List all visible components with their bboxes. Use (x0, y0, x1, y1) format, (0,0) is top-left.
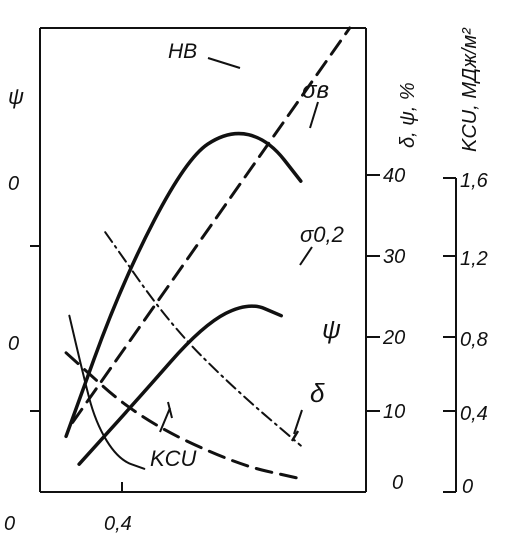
label-kcu: KCU (150, 446, 197, 471)
series-line-kcu (68, 314, 146, 470)
axis-delta-psi: δ, ψ, % 40 30 20 10 0 (366, 82, 419, 494)
tick-kcu-0-4: 0,4 (443, 403, 488, 425)
label-hb: HB (168, 40, 197, 63)
tick-delta-30: 30 (366, 246, 405, 268)
sigma-02-leader (299, 246, 313, 266)
series-line-psi (104, 231, 302, 447)
plot-frame (39, 27, 457, 493)
hb-leader (207, 57, 241, 69)
axis-x: 0 0,4 (4, 482, 132, 535)
tick-kcu-1-6: 1,6 (443, 170, 489, 192)
tick-label-delta-10: 10 (383, 401, 405, 423)
axis-kcu-title: KCU, МДж/м² (459, 27, 481, 152)
series-labels: HB σв σ0,2 ψ δ KCU (150, 40, 344, 471)
label-psi: ψ (322, 314, 341, 344)
tick-label-kcu-0-4: 0,4 (460, 403, 488, 425)
left-axis-top-label: ψ (8, 84, 24, 109)
tick-label-delta-0: 0 (392, 472, 403, 494)
label-sigma-02: σ0,2 (300, 222, 344, 247)
tick-label-delta-30: 30 (383, 246, 405, 268)
end-caps (167, 401, 300, 442)
tick-label-kcu-0-8: 0,8 (460, 329, 488, 351)
axis-delta-psi-title: δ, ψ, % (397, 82, 419, 148)
x-tick-label-0: 0 (4, 513, 15, 535)
series-line-hb (71, 26, 352, 424)
series-line-sigma-b (64, 131, 303, 439)
label-delta: δ (310, 378, 325, 408)
tick-delta-40: 40 (366, 165, 405, 187)
tick-kcu-0: 0 (443, 476, 473, 498)
sigma-b-leader (309, 101, 319, 129)
left-tick-label-lower: 0 (8, 333, 19, 355)
tick-label-delta-40: 40 (383, 165, 405, 187)
tick-label-kcu-0: 0 (462, 476, 473, 498)
tick-delta-20: 20 (366, 327, 405, 349)
x-tick-label-0-4: 0,4 (104, 513, 132, 535)
series-line-delta (64, 351, 300, 480)
leaders (159, 57, 319, 435)
kcu-leader (159, 407, 171, 433)
tick-delta-10: 10 (366, 401, 405, 423)
axis-left: ψ 0 0 (8, 84, 40, 412)
tick-label-delta-20: 20 (382, 327, 405, 349)
axis-kcu: KCU, МДж/м² 1,6 1,2 0,8 0,4 0 (443, 27, 489, 498)
tick-kcu-1-2: 1,2 (443, 248, 488, 270)
series-line-sigma-02 (77, 304, 283, 466)
label-sigma-b: σв (302, 77, 329, 104)
tick-kcu-0-8: 0,8 (443, 329, 488, 351)
delta-leader (293, 409, 303, 435)
tick-label-kcu-1-6: 1,6 (460, 170, 489, 192)
delta-end-cap (290, 430, 300, 442)
series-layer (64, 26, 352, 480)
left-tick-label-upper: 0 (8, 173, 19, 195)
tick-label-kcu-1-2: 1,2 (460, 248, 488, 270)
